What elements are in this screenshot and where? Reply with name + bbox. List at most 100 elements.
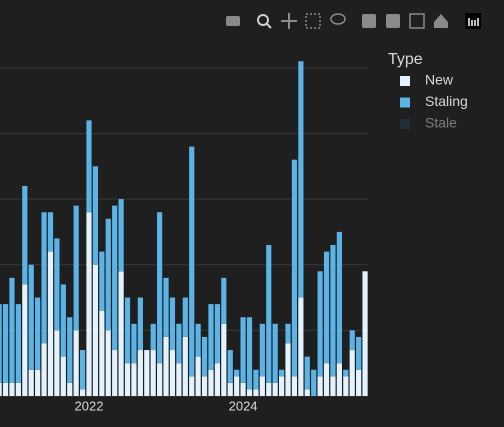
bar-segment xyxy=(9,277,15,383)
bar-segment xyxy=(47,251,54,396)
bar-segment xyxy=(67,382,73,396)
bar-segment xyxy=(208,369,214,396)
bar-segment xyxy=(285,343,291,396)
bar-segment xyxy=(272,382,278,396)
bar-segment xyxy=(195,323,201,357)
bar-segment xyxy=(349,330,355,351)
box-select-icon[interactable] xyxy=(305,13,321,29)
bar-segment xyxy=(189,376,195,396)
bar-segment xyxy=(157,212,163,364)
bar-segment xyxy=(279,376,285,396)
bar-segment xyxy=(79,389,86,396)
bar-segment xyxy=(343,376,349,396)
pan-icon[interactable] xyxy=(281,13,297,29)
bar-segment xyxy=(73,205,79,331)
bar-segment xyxy=(118,271,124,396)
bar-segment xyxy=(35,297,41,370)
bar-segment xyxy=(86,120,92,213)
bar-segment xyxy=(323,251,330,364)
zoom-in-icon[interactable] xyxy=(362,14,376,28)
bar-segment xyxy=(112,350,118,396)
bar-segment xyxy=(317,271,323,377)
bar-segment xyxy=(195,356,201,396)
bar-segment xyxy=(176,363,182,396)
bar-segment xyxy=(41,343,47,396)
bar-segment xyxy=(54,330,60,396)
bar-segment xyxy=(246,389,253,396)
bar-segment xyxy=(362,271,368,396)
autoscale-icon[interactable] xyxy=(409,13,425,29)
bar-segment xyxy=(2,304,9,383)
legend-title: Type xyxy=(388,51,423,68)
legend-swatch xyxy=(400,119,410,129)
bar-segment xyxy=(105,218,111,331)
bar-segment xyxy=(291,159,298,377)
bar-segment xyxy=(79,350,86,390)
bar-segment xyxy=(266,382,272,396)
bar-segment xyxy=(131,363,137,396)
bar-segment xyxy=(253,369,259,390)
modebar xyxy=(226,13,481,29)
bar-segment xyxy=(214,304,220,364)
zoom-out-icon[interactable] xyxy=(386,14,400,28)
bar-segment xyxy=(259,323,265,377)
bar-segment xyxy=(163,336,169,396)
bar-segment xyxy=(15,382,21,396)
bar-segment xyxy=(298,297,304,396)
reset-icon[interactable] xyxy=(434,14,448,28)
legend-label[interactable]: Staling xyxy=(425,93,468,109)
bar-segment xyxy=(169,350,176,396)
bar-segment xyxy=(41,212,47,344)
x-tick-label: 2022 xyxy=(75,398,104,413)
bar-segment xyxy=(92,264,99,396)
plotly-logo-bars xyxy=(468,18,479,26)
bar-segment xyxy=(86,212,92,396)
bar-segment xyxy=(137,350,143,396)
bar-segment xyxy=(73,330,79,396)
bar-segment xyxy=(99,251,105,311)
bar-segment xyxy=(330,245,336,377)
bar-segment xyxy=(54,238,60,331)
bar-segment xyxy=(214,363,220,396)
legend-swatch xyxy=(400,97,410,108)
bar-segment xyxy=(47,212,54,252)
bar-segment xyxy=(311,369,317,396)
bar-segment xyxy=(28,264,34,370)
bar-segment xyxy=(227,350,233,383)
bar-segment xyxy=(330,376,336,396)
bar-segment xyxy=(22,185,28,285)
bar-segment xyxy=(22,284,28,396)
legend-swatch xyxy=(400,76,410,86)
legend-label[interactable]: New xyxy=(425,72,454,88)
bar-segment xyxy=(291,376,298,396)
bar-segment xyxy=(9,382,15,396)
bar-segment xyxy=(67,317,73,383)
zoom-icon-handle xyxy=(265,22,272,29)
bar-segment xyxy=(176,323,182,364)
zoom-icon[interactable] xyxy=(257,14,269,26)
bar-segment xyxy=(240,382,246,396)
bar-segment xyxy=(189,146,195,377)
bar-segment xyxy=(266,245,272,383)
bar-segment xyxy=(124,363,131,396)
bar-segment xyxy=(118,199,124,272)
bar-segment xyxy=(234,376,240,396)
bar-segment xyxy=(221,277,227,324)
legend-label[interactable]: Stale xyxy=(425,115,457,131)
bar-segment xyxy=(182,297,188,337)
bar-segment xyxy=(208,304,214,370)
bar-segment xyxy=(137,297,143,351)
bar-segment xyxy=(317,376,323,396)
bar-segment xyxy=(150,323,156,351)
bar-segment xyxy=(157,363,163,396)
bar-segment xyxy=(336,363,342,396)
bar-segment xyxy=(105,330,111,396)
bar-segment xyxy=(323,363,330,396)
camera-icon[interactable] xyxy=(226,16,240,26)
lasso-icon[interactable] xyxy=(330,13,346,25)
bar-segment xyxy=(0,304,2,383)
bar-segment xyxy=(169,297,176,351)
bar-segment xyxy=(112,205,118,351)
